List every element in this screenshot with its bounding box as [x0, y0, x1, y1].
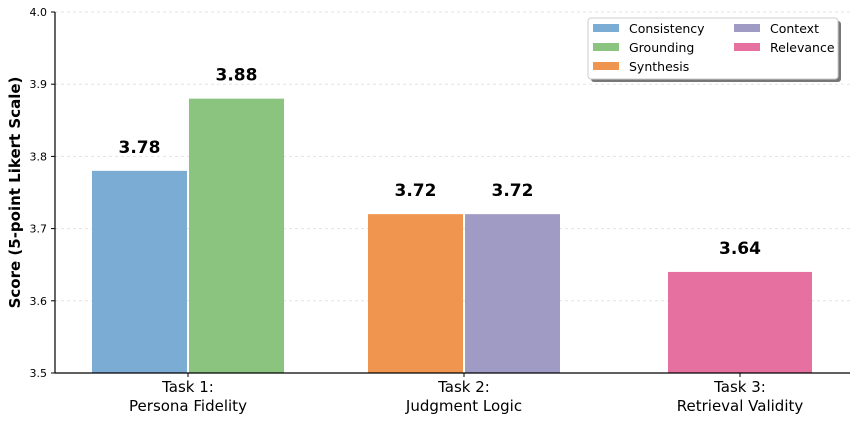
legend-entry: Context — [770, 21, 819, 36]
data-label: 3.64 — [719, 239, 761, 259]
legend: Consistency Grounding Synthesis Context Rele… — [587, 17, 841, 82]
bar-context — [465, 214, 560, 373]
legend-swatch — [734, 43, 760, 51]
legend-entry: Synthesis — [629, 59, 689, 74]
legend-entry: Relevance — [770, 40, 835, 55]
data-label: 3.88 — [216, 66, 258, 86]
x-tick-label: Task 3: — [713, 378, 766, 396]
legend-swatch — [593, 24, 619, 32]
y-tick-label: 3.9 — [30, 78, 48, 91]
x-tick-label: Retrieval Validity — [677, 397, 804, 415]
legend-box — [587, 17, 839, 80]
data-label: 3.72 — [395, 181, 437, 201]
legend-entry: Consistency — [629, 21, 705, 36]
bar-synthesis — [368, 214, 463, 373]
bar-grounding — [189, 98, 284, 373]
legend-swatch — [593, 43, 619, 51]
legend-swatch — [593, 62, 619, 70]
y-tick-label: 3.5 — [30, 367, 48, 380]
bar-relevance — [668, 271, 812, 373]
data-label: 3.78 — [119, 138, 161, 158]
legend-entry: Grounding — [629, 40, 694, 55]
data-label: 3.72 — [492, 181, 534, 201]
x-tick-label: Task 2: — [437, 378, 490, 396]
legend-swatch — [734, 24, 760, 32]
y-axis-label: Score (5-point Likert Scale) — [6, 77, 24, 309]
y-tick-label: 3.8 — [30, 150, 48, 163]
x-tick-label: Task 1: — [161, 378, 214, 396]
x-tick-label: Judgment Logic — [405, 397, 522, 415]
x-tick-label: Persona Fidelity — [129, 397, 247, 415]
y-tick-label: 3.6 — [30, 295, 48, 308]
y-tick-label: 4.0 — [30, 6, 48, 19]
y-tick-label: 3.7 — [30, 223, 48, 236]
bar-consistency — [92, 170, 187, 373]
